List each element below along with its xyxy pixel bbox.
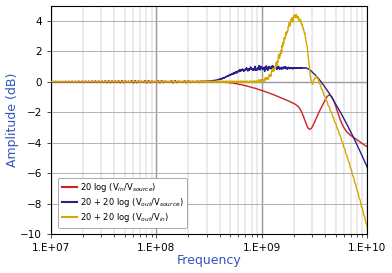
Legend: 20 log (V$_{in}$/V$_{source}$), 20 + 20 log (V$_{out}$/V$_{source}$), 20 + 20 lo: 20 log (V$_{in}$/V$_{source}$), 20 + 20 …: [58, 178, 187, 228]
Y-axis label: Amplitude (dB): Amplitude (dB): [5, 73, 18, 167]
X-axis label: Frequency: Frequency: [177, 254, 241, 268]
